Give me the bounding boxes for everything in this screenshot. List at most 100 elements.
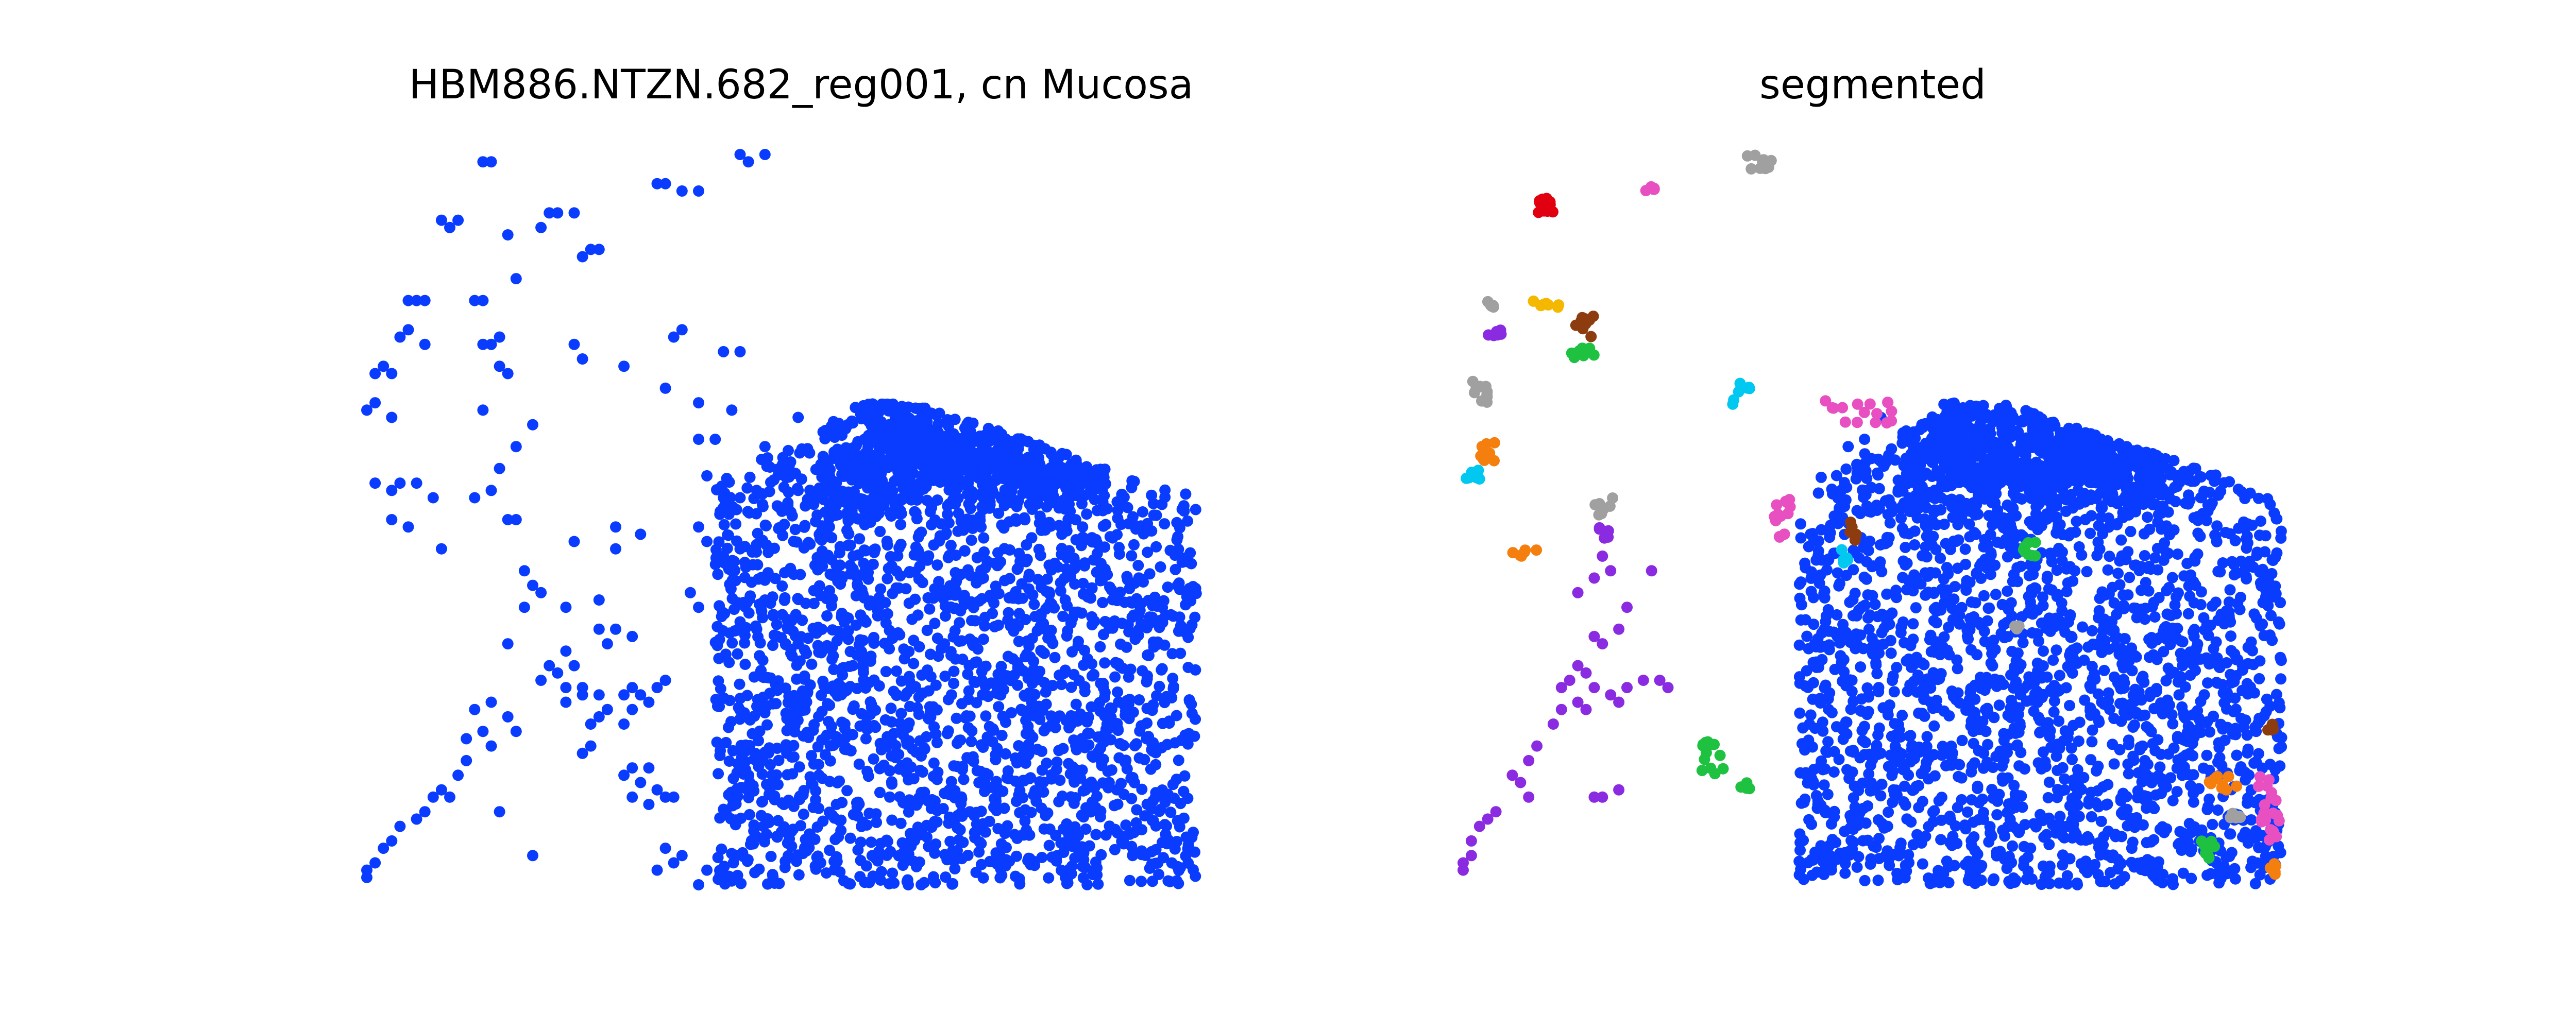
data-point <box>861 765 873 777</box>
data-point <box>2094 592 2106 604</box>
data-point <box>2034 714 2046 726</box>
data-point <box>1806 869 1818 881</box>
data-point <box>1897 572 1909 583</box>
data-point <box>928 721 940 733</box>
data-point <box>1942 584 1954 596</box>
data-point <box>1985 641 1997 653</box>
data-point <box>1019 815 1031 827</box>
data-point <box>908 658 920 670</box>
data-point <box>828 663 840 675</box>
data-point <box>2013 760 2025 772</box>
data-point <box>1043 839 1055 851</box>
data-point <box>1931 505 1943 517</box>
data-point <box>2091 765 2102 777</box>
data-point <box>2240 714 2251 726</box>
data-point <box>716 611 727 623</box>
data-point <box>984 590 996 602</box>
data-point <box>1882 820 1893 832</box>
chart-title-left: HBM886.NTZN.682_reg001, cn Mucosa <box>409 62 1194 108</box>
data-point <box>2127 836 2139 848</box>
data-point <box>1986 830 1997 842</box>
data-point <box>1812 487 1824 499</box>
data-point <box>2140 603 2151 614</box>
data-point <box>1911 651 1923 663</box>
data-point <box>1902 685 1913 697</box>
data-point <box>2178 711 2190 723</box>
data-point <box>2096 647 2108 658</box>
data-point <box>976 573 988 585</box>
data-point <box>1901 813 1913 825</box>
data-point <box>993 507 1005 519</box>
data-point <box>1928 587 1940 598</box>
data-point <box>2245 636 2257 648</box>
data-point <box>2125 698 2137 710</box>
data-point <box>2192 514 2204 526</box>
data-point <box>1872 874 1884 886</box>
data-point <box>1142 546 1154 558</box>
data-point <box>2047 654 2059 666</box>
data-point <box>1097 597 1109 608</box>
data-point <box>725 786 737 798</box>
data-point <box>2253 712 2265 724</box>
data-point <box>2015 659 2027 671</box>
data-point <box>2005 597 2017 609</box>
data-point <box>2190 664 2201 676</box>
data-point <box>2131 812 2143 823</box>
data-point <box>914 735 926 747</box>
data-point <box>886 776 897 788</box>
data-point <box>1866 632 1878 644</box>
data-point <box>1981 757 1993 768</box>
data-point <box>786 840 798 852</box>
data-point <box>1800 680 1811 692</box>
data-point <box>2204 658 2215 670</box>
data-point <box>714 812 726 824</box>
data-point <box>958 774 970 785</box>
data-point <box>1800 562 1811 574</box>
data-point <box>868 631 879 643</box>
data-point <box>2129 719 2140 731</box>
data-point <box>1938 705 1950 717</box>
data-point <box>1133 694 1145 706</box>
data-point <box>2246 519 2258 531</box>
data-point <box>1862 800 1874 812</box>
data-point <box>2035 809 2046 820</box>
data-point <box>1848 564 1859 576</box>
data-point <box>1068 668 1080 680</box>
data-point <box>1850 609 1862 621</box>
data-point <box>2002 807 2013 818</box>
data-point <box>749 867 761 879</box>
data-point <box>2248 687 2260 699</box>
data-point <box>1832 567 1843 579</box>
data-point <box>2243 769 2255 781</box>
data-point <box>811 821 823 833</box>
data-point <box>2212 804 2224 816</box>
data-point <box>1837 619 1849 630</box>
data-point <box>945 776 957 787</box>
data-point <box>1150 541 1162 553</box>
data-point <box>2218 697 2230 709</box>
data-point <box>1038 823 1050 835</box>
data-point <box>2050 644 2062 656</box>
data-point <box>2019 819 2031 831</box>
data-point <box>2046 584 2058 596</box>
data-point <box>1812 545 1824 557</box>
data-point <box>1936 749 1948 761</box>
data-point <box>1861 573 1872 585</box>
data-point <box>848 809 859 820</box>
data-point <box>2275 673 2286 685</box>
data-point <box>865 836 877 848</box>
data-point <box>1900 559 1911 571</box>
data-point <box>773 501 785 513</box>
data-point <box>1998 734 2010 746</box>
data-point <box>718 861 730 872</box>
data-point <box>1969 757 1980 769</box>
data-point <box>2196 491 2208 503</box>
data-point <box>2085 754 2097 766</box>
data-point <box>1922 522 1934 534</box>
data-point <box>948 665 960 677</box>
data-point <box>1825 519 1837 531</box>
data-point <box>1886 730 1897 742</box>
data-point <box>2123 734 2134 746</box>
data-point <box>1028 598 1040 610</box>
data-point <box>2159 697 2171 709</box>
